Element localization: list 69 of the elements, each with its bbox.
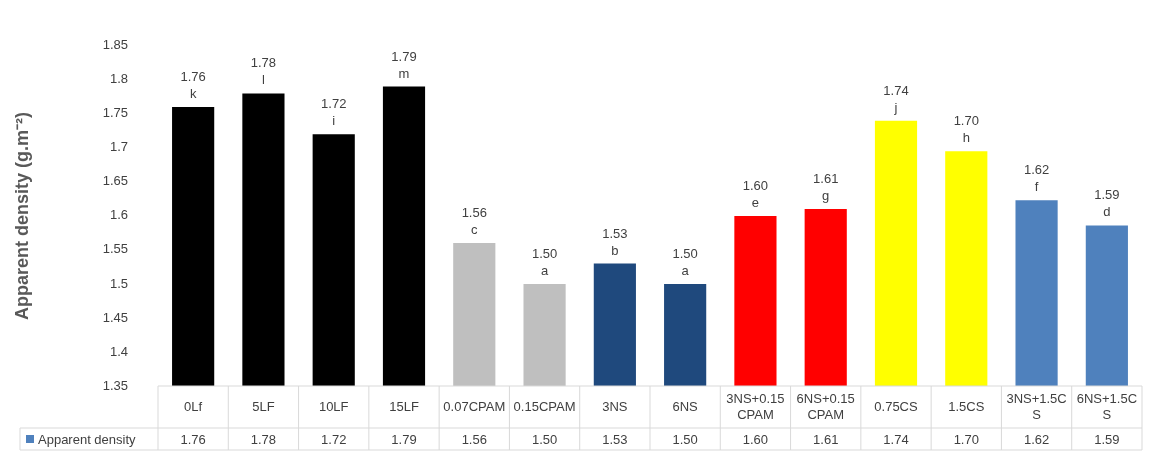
y-tick-label: 1.6 bbox=[109, 207, 128, 223]
x-tick-label: 6NS+1.5CS bbox=[1076, 391, 1138, 422]
annotation: l bbox=[261, 72, 265, 88]
y-tick-label: 1.7 bbox=[109, 139, 128, 155]
y-tick-label: 1.65 bbox=[102, 173, 128, 189]
annotation: h bbox=[962, 130, 970, 146]
data-label: 1.50 bbox=[531, 432, 558, 447]
text: 1.62 bbox=[1023, 162, 1050, 178]
y-axis-title: Apparent density (g.m⁻²) bbox=[11, 111, 32, 320]
text: 1.61 bbox=[813, 171, 839, 187]
annotation: c bbox=[471, 222, 479, 238]
annotation: a bbox=[540, 262, 549, 278]
y-tick-label: 1.35 bbox=[102, 377, 128, 393]
x-tick-label: 0.15CPAM bbox=[513, 399, 576, 414]
annotation: i bbox=[332, 113, 336, 129]
text: 1.59 bbox=[1094, 187, 1120, 203]
annotation: g bbox=[822, 188, 830, 204]
annotation: e bbox=[751, 194, 760, 210]
annotation: f bbox=[1034, 179, 1039, 195]
x-tick-label: 15LF bbox=[389, 399, 419, 414]
x-tick-label: 6NS bbox=[672, 399, 699, 414]
text: 1.74 bbox=[883, 82, 909, 98]
x-tick-label: 0Lf bbox=[184, 399, 203, 414]
annotation: d bbox=[1103, 204, 1111, 220]
data-label: 1.78 bbox=[250, 432, 277, 447]
y-tick-label: 1.75 bbox=[102, 105, 128, 121]
y-tick-label: 1.45 bbox=[102, 309, 128, 325]
x-tick-label: 3NS+0.15CPAM bbox=[726, 391, 785, 422]
text: 1.60 bbox=[742, 177, 769, 193]
data-label: 1.59 bbox=[1094, 432, 1120, 447]
legend-label: Apparent density bbox=[38, 432, 137, 447]
x-tick-label: 1.5CS bbox=[948, 399, 985, 414]
x-tick-label: 3NS bbox=[602, 399, 628, 414]
data-label: 1.60 bbox=[742, 432, 769, 447]
y-tick-label: 1.8 bbox=[109, 71, 128, 87]
y-tick-label: 1.55 bbox=[102, 241, 128, 257]
text: 1.50 bbox=[531, 245, 558, 261]
data-label: 1.61 bbox=[813, 432, 839, 447]
text: 1.53 bbox=[602, 225, 628, 241]
x-tick-label: 0.75CS bbox=[874, 399, 918, 414]
annotation: b bbox=[611, 242, 619, 258]
text: 1.79 bbox=[391, 48, 417, 64]
text: 1.78 bbox=[250, 55, 277, 71]
x-tick-label: 5LF bbox=[252, 399, 275, 414]
y-tick-label: 1.5 bbox=[109, 275, 128, 291]
y-tick-label: 1.85 bbox=[102, 37, 128, 53]
data-label: 1.62 bbox=[1023, 432, 1050, 447]
text: 1.76 bbox=[180, 69, 206, 85]
text: 1.50 bbox=[672, 245, 698, 261]
y-tick-label: 1.4 bbox=[109, 343, 128, 359]
annotation: j bbox=[893, 99, 898, 115]
x-tick-label: 3NS+1.5CS bbox=[1006, 391, 1067, 422]
x-tick-label: 6NS+0.15CPAM bbox=[796, 391, 855, 422]
data-label: 1.74 bbox=[883, 432, 909, 447]
data-label: 1.72 bbox=[321, 432, 347, 447]
text: 1.70 bbox=[953, 113, 979, 129]
data-label: 1.56 bbox=[461, 432, 487, 447]
text: 1.72 bbox=[321, 96, 347, 112]
annotation: m bbox=[398, 65, 410, 81]
annotation: k bbox=[189, 86, 197, 102]
data-label: 1.79 bbox=[391, 432, 417, 447]
text: 1.56 bbox=[461, 205, 487, 221]
x-tick-label: 10LF bbox=[318, 399, 349, 414]
x-tick-label: 0.07CPAM bbox=[443, 399, 506, 414]
annotation: a bbox=[681, 262, 690, 278]
data-label: 1.76 bbox=[180, 432, 206, 447]
data-label: 1.50 bbox=[672, 432, 698, 447]
data-label: 1.70 bbox=[953, 432, 979, 447]
data-label: 1.53 bbox=[602, 432, 628, 447]
